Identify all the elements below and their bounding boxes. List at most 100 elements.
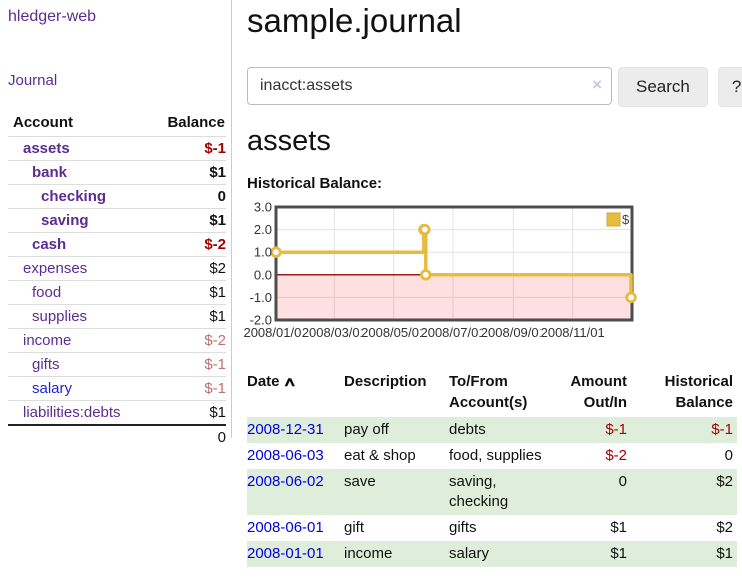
account-row: expenses $2 <box>8 256 226 281</box>
register-amount-cell: $-1 <box>605 420 627 438</box>
account-row: food $1 <box>8 280 226 305</box>
register-amount-cell: $1 <box>610 544 627 562</box>
account-link-supplies[interactable]: supplies <box>32 308 88 325</box>
account-cell: checking <box>8 184 148 209</box>
date-link[interactable]: 2008-06-02 <box>247 472 324 490</box>
account-balance: $1 <box>147 400 226 425</box>
account-link-cash[interactable]: cash <box>32 236 67 253</box>
svg-text:1.0: 1.0 <box>254 245 272 260</box>
register-accounts-cell: salary <box>449 544 490 562</box>
date-link[interactable]: 2008-06-03 <box>247 446 324 464</box>
account-cell: expenses <box>8 256 148 281</box>
accounts-total: 0 <box>147 424 226 449</box>
account-row: checking 0 <box>8 184 226 209</box>
account-balance: $-1 <box>147 376 226 401</box>
account-balance: $1 <box>147 304 226 329</box>
account-link-expenses[interactable]: expenses <box>23 260 88 277</box>
account-row: assets $-1 <box>8 136 226 161</box>
register-date-cell: 2008-06-03 <box>247 443 344 469</box>
chart-canvas: $2008/01/012008/03/012008/05/012008/07/0… <box>243 199 637 341</box>
account-cell: bank <box>8 160 148 185</box>
journal-link[interactable]: Journal <box>8 72 58 89</box>
accounts-header-account: Account <box>13 114 73 131</box>
account-row: supplies $1 <box>8 304 226 329</box>
register-balance-cell: $1 <box>716 544 733 562</box>
register-row: 2008-12-31 pay off debts $-1 $-1 <box>247 416 737 443</box>
register-accounts-cell: saving, checking <box>449 472 509 510</box>
register-accounts-cell: debts <box>449 420 486 438</box>
account-cell: supplies <box>8 304 148 329</box>
register-date-cell: 2008-12-31 <box>247 417 344 443</box>
clear-search-icon[interactable]: × <box>592 74 602 94</box>
accounts-total-row: 0 <box>8 424 226 449</box>
svg-text:0.0: 0.0 <box>254 267 272 282</box>
account-row: bank $1 <box>8 160 226 185</box>
accounts-header-balance: Balance <box>167 114 225 131</box>
account-balance: $2 <box>147 256 226 281</box>
date-link[interactable]: 2008-12-31 <box>247 420 324 438</box>
account-row: income $-2 <box>8 328 226 353</box>
account-cell: gifts <box>8 352 148 377</box>
svg-text:-2.0: -2.0 <box>250 312 272 327</box>
search-button[interactable]: Search <box>618 66 708 107</box>
account-row: salary $-1 <box>8 376 226 401</box>
register-row: 2008-06-03 eat & shop food, supplies $-2 0 <box>247 443 737 469</box>
historical-balance-chart[interactable]: $2008/01/01 2008/03/01 2008/05/01 2008/07/0… <box>243 199 741 347</box>
sort-ascending-icon: ∧ <box>282 373 297 389</box>
account-link-income[interactable]: income <box>23 332 72 349</box>
app-title[interactable]: hledger-web <box>8 8 97 25</box>
page: hledger-web Journal Account Balance asse… <box>0 0 742 567</box>
svg-text:2008/07/01: 2008/07/01 <box>420 325 485 340</box>
svg-text:2.0: 2.0 <box>254 222 272 237</box>
register-amount-cell: 0 <box>618 472 627 490</box>
main-content: sample.journal × Search ? assets Histori… <box>232 0 742 567</box>
svg-text:2008/03/01: 2008/03/01 <box>302 325 367 340</box>
account-cell: salary <box>8 376 148 401</box>
register-description-cell: gift <box>344 518 365 536</box>
account-link-saving[interactable]: saving <box>41 212 89 229</box>
svg-text:2008/11/01: 2008/11/01 <box>541 325 605 340</box>
register-balance-cell: $2 <box>716 518 733 536</box>
help-button[interactable]: ? <box>717 66 742 107</box>
date-link[interactable]: 2008-01-01 <box>247 544 324 562</box>
account-row: gifts $-1 <box>8 352 226 377</box>
account-row: cash $-2 <box>8 232 226 257</box>
svg-text:-1.0: -1.0 <box>250 290 272 305</box>
sidebar: hledger-web Journal Account Balance asse… <box>0 0 232 449</box>
account-link-checking[interactable]: checking <box>41 188 107 205</box>
register-header-amount: Amount Out/In <box>570 372 627 411</box>
register-balance-cell: 0 <box>724 446 733 464</box>
chart-title: Historical Balance: <box>247 174 383 192</box>
date-link[interactable]: 2008-06-01 <box>247 518 324 536</box>
register-balance-cell: $-1 <box>711 420 733 438</box>
search-input[interactable] <box>247 66 612 105</box>
register-description-cell: pay off <box>344 420 389 438</box>
register-header-balance: Historical Balance <box>664 372 733 411</box>
account-balance: $1 <box>147 280 226 305</box>
account-link-food[interactable]: food <box>32 284 62 301</box>
register-table: Date ∧ Description To/From Account(s) Amo… <box>247 368 737 567</box>
account-cell: assets <box>8 136 148 161</box>
account-link-liabilities-debts[interactable]: liabilities:debts <box>23 404 121 421</box>
register-header-date[interactable]: Date ∧ <box>247 368 344 417</box>
register-row: 2008-06-01 gift gifts $1 $2 <box>247 515 737 541</box>
svg-text:2008/05/01: 2008/05/01 <box>361 325 426 340</box>
account-link-bank[interactable]: bank <box>32 164 68 181</box>
account-link-gifts[interactable]: gifts <box>32 356 60 373</box>
svg-text:2008/01/01: 2008/01/01 <box>243 325 308 340</box>
register-amount-cell: $-2 <box>605 446 627 464</box>
register-balance-cell: $2 <box>716 472 733 490</box>
register-accounts-cell: food, supplies <box>449 446 542 464</box>
account-row: liabilities:debts $1 <box>8 400 226 425</box>
account-cell: liabilities:debts <box>8 400 148 425</box>
register-row: 2008-01-01 income salary $1 $1 <box>247 540 737 567</box>
account-link-assets[interactable]: assets <box>23 140 70 157</box>
register-date-cell: 2008-01-01 <box>247 541 344 567</box>
account-heading: assets <box>247 124 331 157</box>
page-title: sample.journal <box>247 2 462 39</box>
accounts-header-row: Account Balance <box>8 110 226 137</box>
account-link-salary[interactable]: salary <box>32 380 73 397</box>
account-balance: $-1 <box>147 136 226 161</box>
svg-text:3.0: 3.0 <box>254 199 272 214</box>
account-balance: $-2 <box>147 232 226 257</box>
